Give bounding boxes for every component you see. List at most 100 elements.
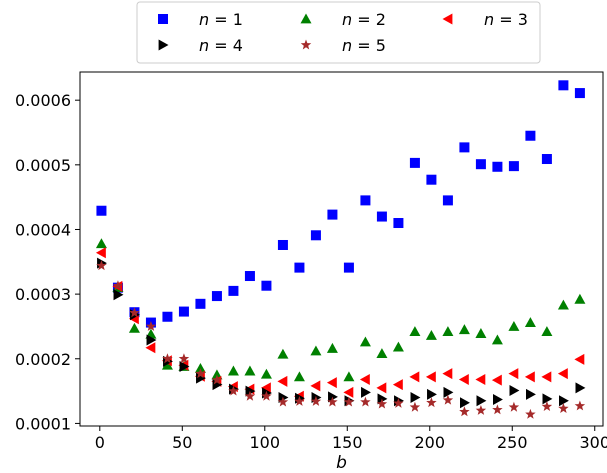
data-point <box>426 397 437 408</box>
data-point <box>195 298 206 309</box>
y-tick-label: 0.0003 <box>15 285 71 304</box>
plot-markers <box>95 80 586 419</box>
data-point <box>277 375 288 387</box>
legend-entry: n = 5 <box>300 36 386 55</box>
data-point <box>491 334 503 345</box>
data-point <box>459 142 470 153</box>
data-point <box>393 218 404 229</box>
data-point <box>393 397 404 408</box>
data-point <box>508 320 520 331</box>
data-point <box>360 195 371 206</box>
data-point <box>343 386 354 398</box>
data-point <box>557 299 569 310</box>
data-point <box>410 392 421 404</box>
data-point <box>392 341 404 352</box>
data-point <box>228 285 239 296</box>
data-point <box>113 289 124 301</box>
data-point <box>558 403 569 413</box>
data-point <box>360 396 371 407</box>
legend-box <box>136 1 541 64</box>
data-point <box>524 317 536 327</box>
data-point <box>574 353 585 365</box>
data-point <box>359 373 370 385</box>
data-point <box>559 395 569 407</box>
data-point <box>458 373 469 385</box>
y-tick-label: 0.0001 <box>15 414 71 433</box>
data-point <box>328 391 338 403</box>
data-point <box>493 393 503 405</box>
data-point <box>277 348 289 359</box>
data-point <box>244 390 256 401</box>
series-3 <box>95 247 585 402</box>
data-point <box>392 379 403 391</box>
data-point <box>508 401 520 412</box>
data-point <box>277 239 288 250</box>
data-point <box>376 348 388 358</box>
legend-marker <box>158 39 169 51</box>
data-point <box>261 390 272 401</box>
data-point <box>343 262 354 273</box>
data-point <box>227 365 239 376</box>
data-point <box>327 396 338 407</box>
data-point <box>211 374 223 385</box>
data-point <box>161 359 173 370</box>
data-point <box>525 130 536 141</box>
data-point <box>228 385 239 396</box>
data-point <box>558 80 569 91</box>
data-point <box>326 377 337 389</box>
data-point <box>162 311 173 322</box>
series-1 <box>96 80 585 328</box>
x-tick-label: 150 <box>332 433 363 452</box>
data-point <box>475 328 487 338</box>
data-point <box>310 230 321 241</box>
data-point <box>442 195 453 206</box>
data-point <box>459 406 470 417</box>
plot-frame <box>79 71 604 427</box>
data-point <box>524 371 535 383</box>
data-point <box>310 380 321 392</box>
data-point <box>542 393 553 405</box>
data-point <box>409 371 420 383</box>
data-point <box>129 307 140 318</box>
data-point <box>359 336 371 347</box>
data-point <box>293 371 305 382</box>
data-point <box>326 342 338 353</box>
data-point <box>541 371 552 383</box>
data-point <box>574 293 586 304</box>
data-point <box>260 382 271 394</box>
data-point <box>475 373 486 385</box>
legend: n = 1 n = 2 n = 3 n = 4 n = 5 <box>136 1 541 64</box>
data-point <box>541 401 553 412</box>
data-point <box>245 385 256 397</box>
data-point <box>442 368 453 380</box>
data-point <box>377 393 388 405</box>
x-tick-label: 50 <box>172 433 192 452</box>
data-point <box>376 398 388 409</box>
x-axis-label: b <box>336 453 347 473</box>
series-4 <box>97 257 586 409</box>
data-point <box>361 386 371 398</box>
legend-marker <box>300 39 312 50</box>
series-5 <box>96 260 586 419</box>
data-point <box>575 382 586 394</box>
data-point <box>442 394 454 405</box>
data-point <box>492 161 503 172</box>
data-point <box>541 154 552 165</box>
legend-label: n = 3 <box>484 10 528 29</box>
data-point <box>179 361 190 373</box>
data-point <box>409 157 420 168</box>
data-point <box>178 353 190 364</box>
data-point <box>96 205 107 216</box>
data-point <box>475 404 487 415</box>
x-tick-label: 0 <box>95 433 105 452</box>
data-point <box>162 353 173 364</box>
x-tick-label: 250 <box>497 433 528 452</box>
data-point <box>541 326 553 337</box>
data-point <box>294 395 305 406</box>
data-point <box>145 342 156 354</box>
legend-entry: n = 2 <box>300 10 386 29</box>
data-point <box>557 368 568 380</box>
x-tick-label: 100 <box>250 433 281 452</box>
legend-label: n = 5 <box>342 36 386 55</box>
